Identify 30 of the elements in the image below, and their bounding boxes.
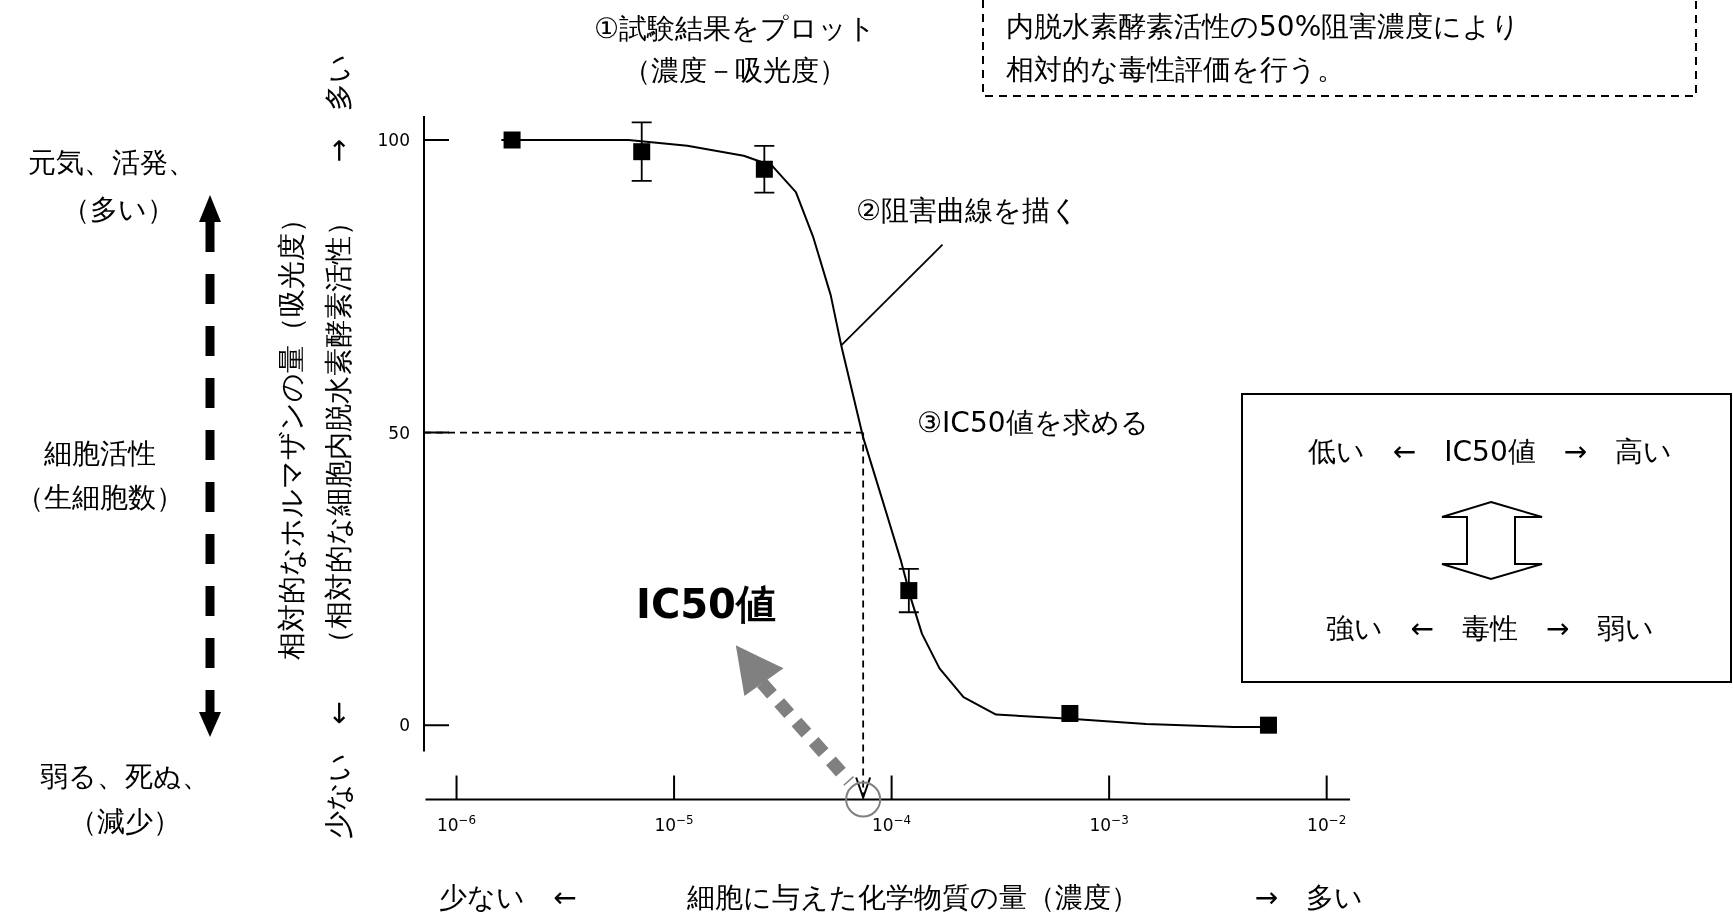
annotation: ③IC50値を求める [917,406,1149,439]
annotation: 低い ← IC50値 → 高い [1307,435,1673,468]
text: （濃度－吸光度） [623,54,847,87]
x-axis-title: 細胞に与えた化学物質の量（濃度） [686,881,1139,914]
text: 細胞活性 [43,437,156,470]
annotation: 強い ← 毒性 → 弱い [1325,612,1655,645]
text: 弱る、死ぬ、 [40,760,210,793]
text: （多い） [61,193,175,226]
text: 少ない ← [439,881,577,914]
y-axis-title: 相対的なホルマザンの量（吸光度） [274,204,308,660]
text: → 多い [321,53,355,163]
text: （生細胞数） [16,481,184,514]
x-tick-label: 10$^{−5}$ [654,812,694,835]
text: 内脱水素酵素活性の50%阻害濃度により [1006,10,1521,43]
text: 相対的な毒性評価を行う。 [1006,53,1345,86]
x-tick-label: 10$^{−3}$ [1089,812,1129,835]
annotation: ②阻害曲線を描く [856,194,1080,227]
text: （相対的な細胞内脱水素酵素活性） [321,207,355,657]
y-tick-label: 0 [399,715,410,736]
text: 少ない ← [321,701,355,839]
x-tick-label: 10$^{−6}$ [436,812,477,835]
text: ①試験結果をプロット [593,12,877,45]
x-tick-label: 10$^{−2}$ [1307,812,1347,835]
text: 元気、活発、 [28,146,196,179]
text: → 多い [1254,881,1364,914]
annotation: IC50値 [636,581,776,627]
x-tick-label: 10$^{−4}$ [872,812,912,835]
y-tick-label: 50 [388,422,410,443]
text: （減少） [69,805,181,838]
y-tick-label: 100 [377,129,410,150]
